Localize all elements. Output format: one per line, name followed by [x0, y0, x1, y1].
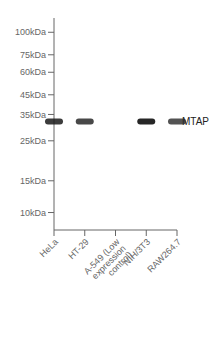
svg-text:45kDa: 45kDa: [20, 90, 46, 100]
svg-text:RAW264.7: RAW264.7: [145, 237, 183, 275]
svg-text:100kDa: 100kDa: [15, 27, 46, 37]
svg-text:10kDa: 10kDa: [20, 208, 46, 218]
svg-text:25kDa: 25kDa: [20, 136, 46, 146]
svg-text:75kDa: 75kDa: [20, 50, 46, 60]
svg-text:35kDa: 35kDa: [20, 110, 46, 120]
svg-text:NIH/3T3: NIH/3T3: [121, 237, 152, 268]
svg-text:MTAP: MTAP: [182, 116, 209, 127]
svg-text:HeLa: HeLa: [38, 237, 60, 259]
svg-text:HT-29: HT-29: [66, 237, 90, 261]
svg-text:15kDa: 15kDa: [20, 176, 46, 186]
svg-text:60kDa: 60kDa: [20, 67, 46, 77]
